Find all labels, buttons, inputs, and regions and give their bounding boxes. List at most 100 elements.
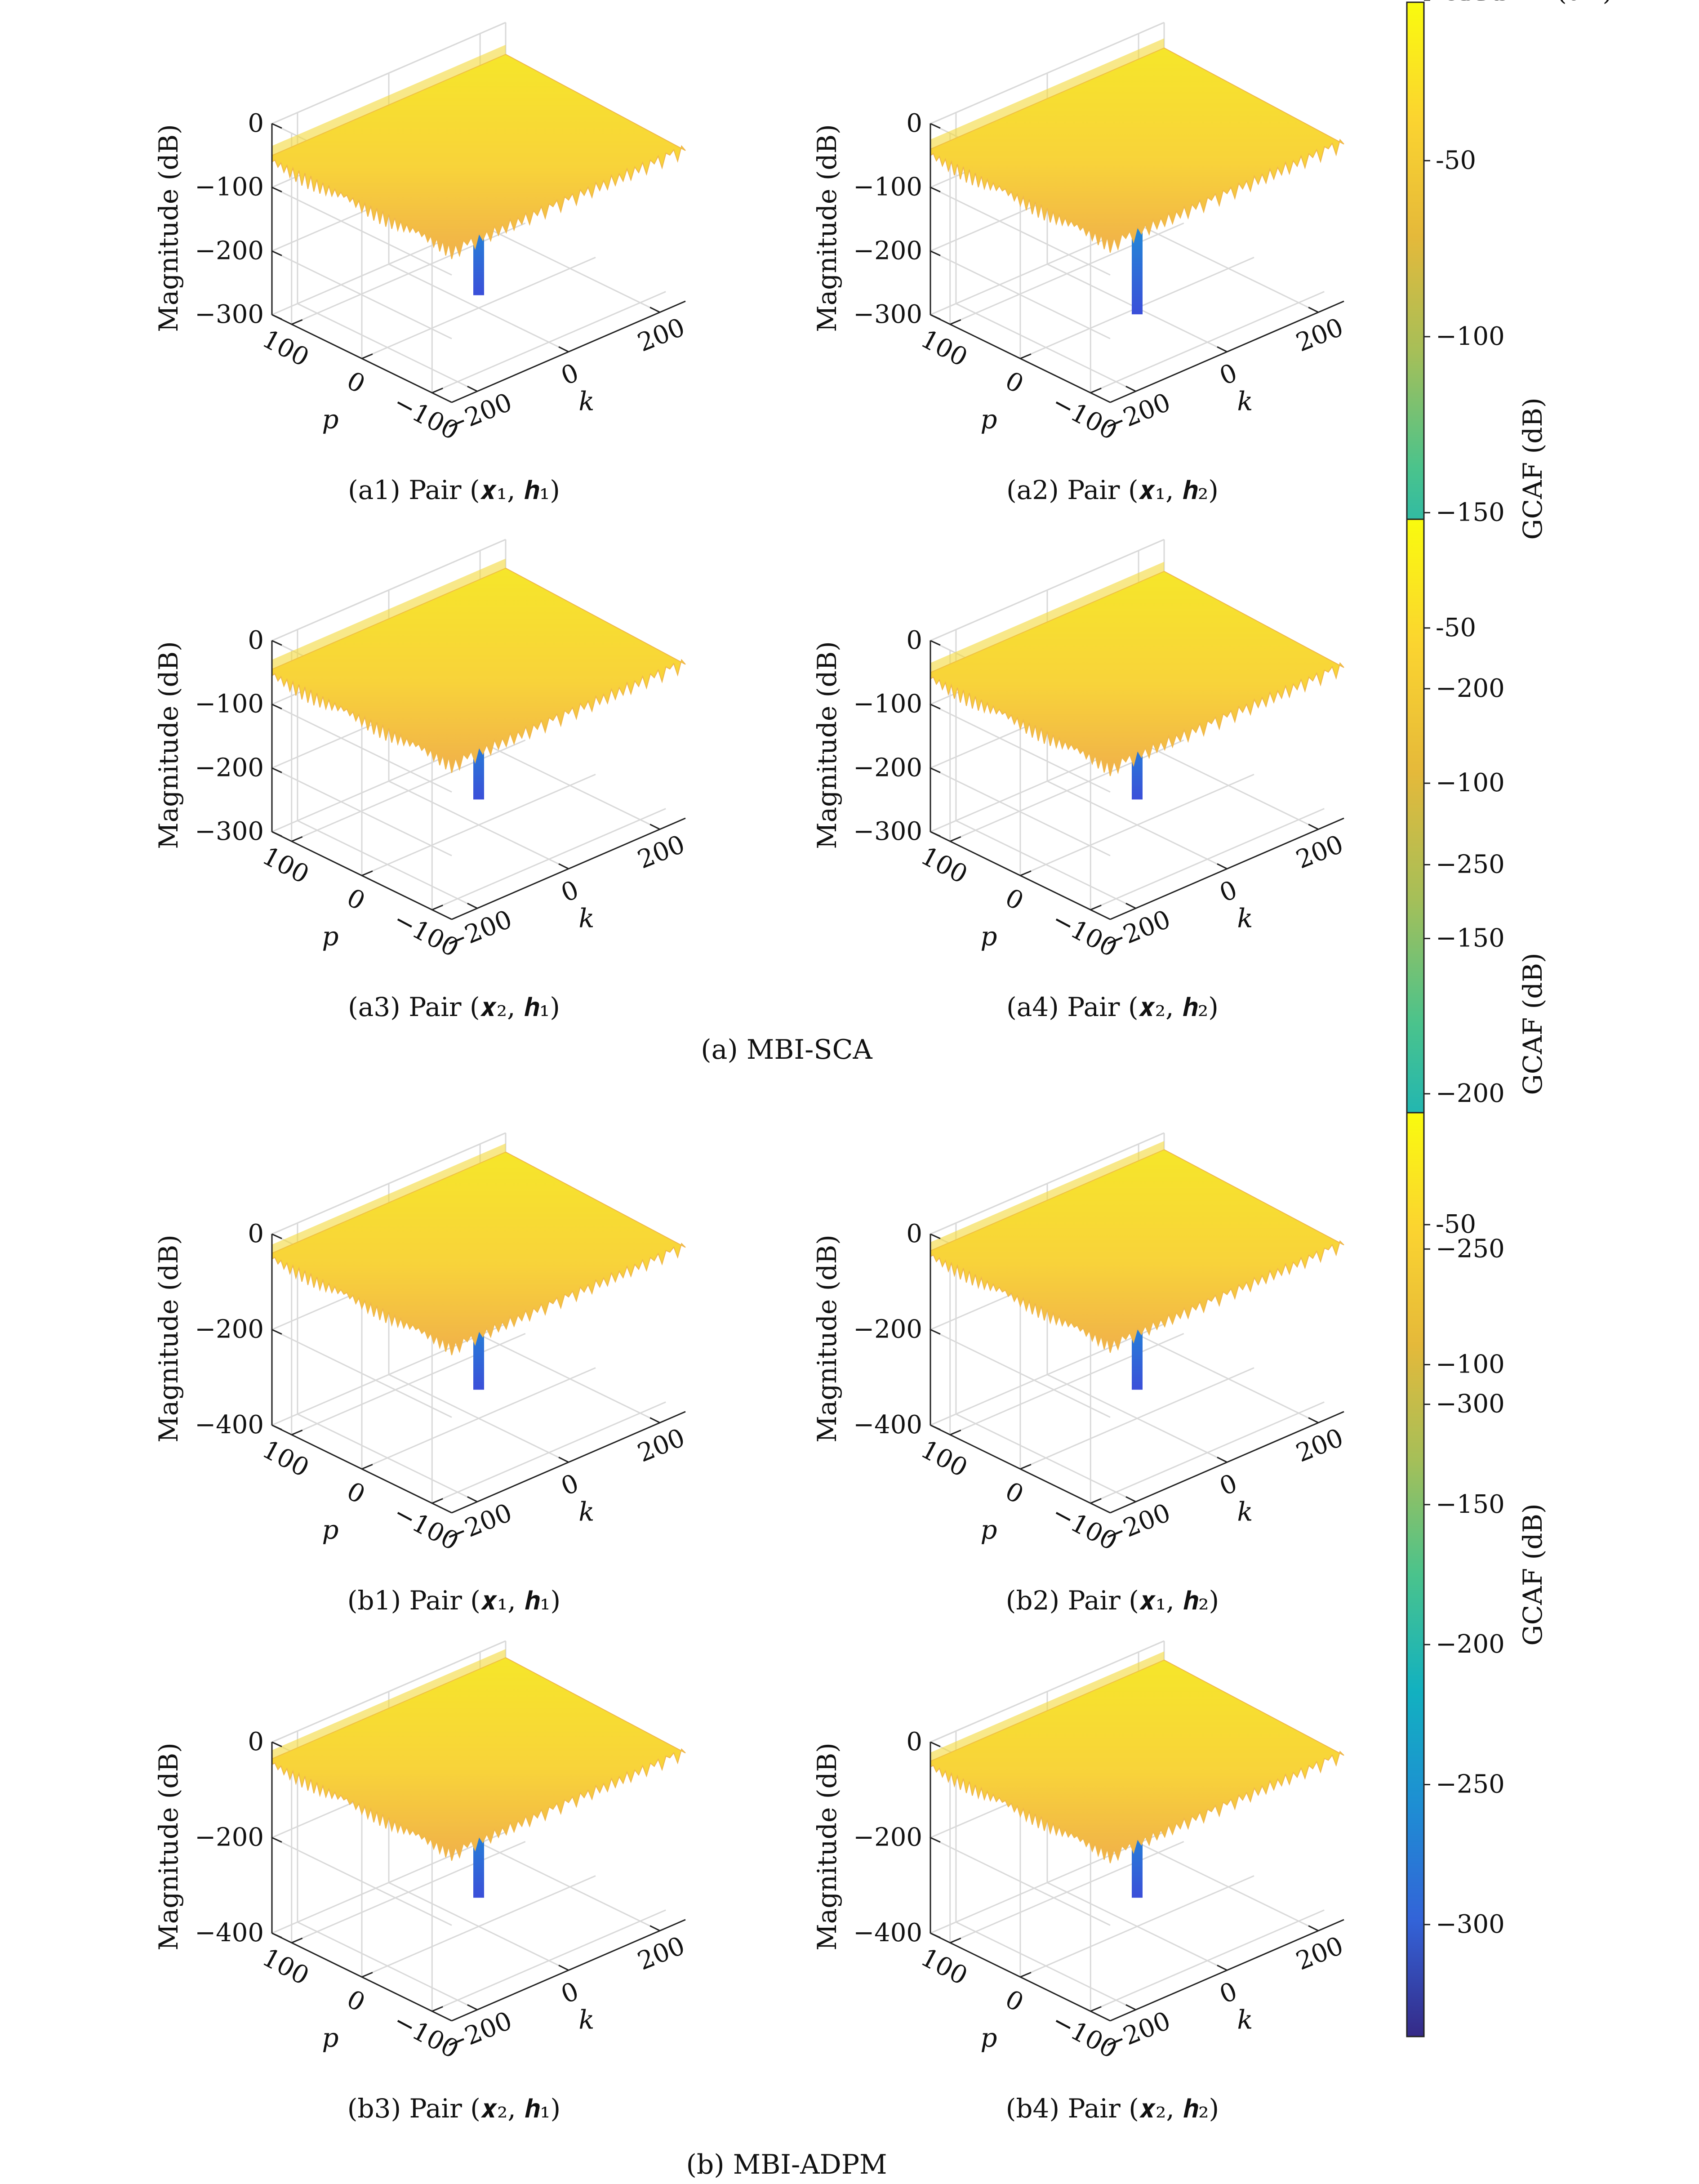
z-tick-label: −300 [195,300,264,329]
surface-back-rim [930,38,1164,149]
k-axis-label: k [578,1497,594,1527]
z-tick-label: −200 [853,1823,922,1852]
z-tick [930,640,941,646]
z-tick [271,831,282,837]
colorbar-tick-label: −200 [1436,1630,1505,1659]
z-tick-label: −400 [195,1410,264,1440]
z-axis-label: Magnitude (dB) [812,1743,842,1951]
colorbar-tick-label: −250 [1436,1770,1505,1799]
z-tick-label: −200 [853,1315,922,1344]
p-tick [1090,388,1102,394]
k-tick [1217,346,1228,352]
k-tick [1217,863,1228,869]
surface-back-rim [930,562,1164,673]
z-tick [930,1329,941,1335]
panel-caption: (a2) Pair (𝒙₁, 𝒉₂) [1006,475,1219,505]
z-tick [930,1932,941,1939]
z-tick-label: 0 [248,1219,264,1248]
colorbar-label: GCAF (dB) [1517,953,1548,1095]
p-tick [431,2006,443,2012]
z-axis-label: Magnitude (dB) [153,1743,184,1951]
k-tick [1217,1965,1228,1971]
p-tick [361,353,373,359]
z-tick [271,1424,282,1431]
panel-caption: (b2) Pair (𝒙₁, 𝒉₂) [1006,1585,1219,1616]
colorbar-tick-label: −100 [1436,1350,1505,1379]
z-tick [271,767,282,773]
colorbar-tick-label: -50 [1436,1210,1476,1239]
p-tick-label: 0 [342,1984,370,2018]
k-tick [1125,386,1136,392]
p-axis-label: p [980,1515,997,1545]
k-tick [1125,1496,1136,1502]
p-tick [1090,1498,1102,1504]
p-tick [361,1972,373,1978]
colorbar-tick-label: −100 [1436,768,1505,798]
z-tick [930,123,941,129]
surface [930,47,1344,253]
colorbar-tick-label: −300 [1436,1390,1505,1419]
p-tick [1020,1972,1032,1978]
z-tick-label: 0 [906,626,922,655]
p-tick [1020,353,1032,359]
z-tick-label: 0 [906,109,922,138]
p-tick [361,1464,373,1470]
p-tick [431,388,443,394]
colorbar-tick-label: −300 [1436,1910,1505,1939]
z-tick [271,314,282,320]
z-tick-label: −100 [195,173,264,202]
colorbar-tick-label: -50 [1436,613,1476,642]
colorbar-tick-label: -50 [1436,0,1476,6]
axes [271,1741,686,2022]
z-tick-label: −200 [195,1823,264,1852]
panel-caption: (a4) Pair (𝒙₂, 𝒉₂) [1006,992,1219,1022]
colorbar-label: GCAF (dB) [1471,0,1613,6]
z-tick-label: −300 [195,817,264,846]
k-axis-label: k [578,2005,594,2035]
k-tick [558,863,569,869]
k-tick [558,346,569,352]
k-tick [1125,2004,1136,2010]
p-tick [950,1937,961,1943]
colorbar-tick-label: −250 [1436,850,1505,879]
axes [930,640,1344,920]
p-tick [1020,1464,1032,1470]
k-axis-label: k [578,903,594,934]
z-tick [930,831,941,837]
z-tick [271,1741,282,1747]
colorbar-label: GCAF (dB) [1517,397,1548,539]
z-axis-label: Magnitude (dB) [812,641,842,849]
surface [271,1657,686,1861]
axes [271,123,686,403]
k-tick-label: −200 [1099,2006,1174,2059]
group-caption-b: (b) MBI-ADPM [686,2149,887,2180]
z-tick [930,187,941,193]
z-axis-label: Magnitude (dB) [812,124,842,332]
z-tick-label: −100 [853,173,922,202]
axes [271,1233,686,1514]
z-tick-label: −200 [853,236,922,265]
k-tick-label: −200 [441,388,516,441]
axes [271,640,686,920]
colorbar-tick-label: −150 [1436,0,1505,6]
k-tick [649,307,660,313]
surface [271,1151,686,1355]
colorbar-tick-label: −100 [1436,322,1505,351]
colorbar-tick-label: −150 [1436,498,1505,527]
p-tick-label: 0 [1001,883,1028,916]
z-tick-label: −400 [195,1918,264,1948]
axes [930,1233,1344,1514]
p-tick [291,1937,303,1943]
k-tick-label: −200 [1099,1498,1174,1551]
z-tick [271,1932,282,1939]
p-tick [291,1429,303,1435]
p-tick [1090,905,1102,911]
k-axis-label: k [1237,386,1253,417]
k-tick [1308,1925,1319,1931]
surface [930,1659,1344,1863]
z-tick [271,640,282,646]
